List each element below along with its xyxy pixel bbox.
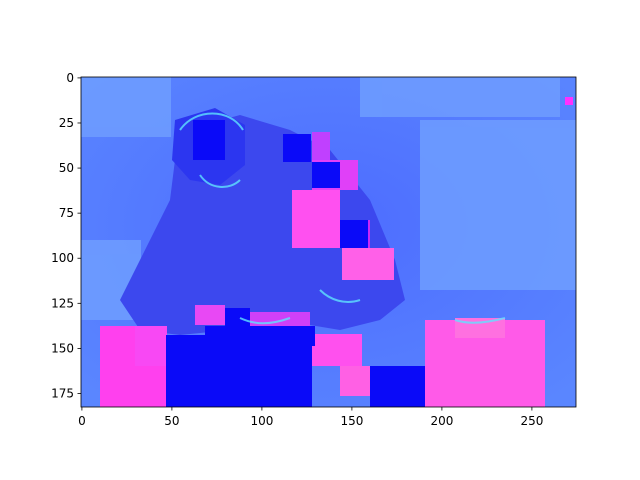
x-tick-label: 50	[164, 414, 179, 428]
x-axis: 0 50 100 150 200 250	[78, 407, 543, 428]
y-tick-label: 175	[51, 386, 74, 400]
light-regions	[81, 77, 576, 320]
y-axis: 0 25 50 75 100 125 150 175	[51, 71, 81, 400]
y-tick-label: 25	[59, 116, 74, 130]
y-tick-label: 50	[59, 161, 74, 175]
x-tick-label: 150	[340, 414, 363, 428]
y-tick-label: 125	[51, 296, 74, 310]
y-tick-label: 100	[51, 251, 74, 265]
plot-area	[81, 77, 576, 407]
x-tick-label: 100	[250, 414, 273, 428]
y-tick-label: 150	[51, 341, 74, 355]
y-tick-label: 0	[66, 71, 74, 85]
x-tick-label: 200	[430, 414, 453, 428]
cyan-highlights	[179, 112, 506, 325]
x-tick-label: 250	[520, 414, 543, 428]
x-tick-label: 0	[78, 414, 86, 428]
deep-blue-blocks	[166, 120, 425, 407]
axes-frame	[80, 76, 577, 408]
y-tick-label: 75	[59, 206, 74, 220]
